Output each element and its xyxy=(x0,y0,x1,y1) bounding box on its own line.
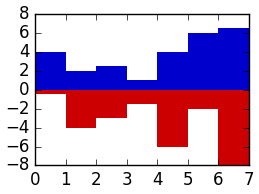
Bar xyxy=(188,33,218,90)
Bar xyxy=(218,28,249,90)
Bar xyxy=(127,90,157,104)
Bar xyxy=(66,71,96,90)
Bar xyxy=(127,80,157,90)
Bar xyxy=(66,90,96,128)
Bar xyxy=(157,52,188,90)
Bar xyxy=(188,90,218,109)
Bar xyxy=(96,66,127,90)
Bar xyxy=(157,90,188,146)
Bar xyxy=(35,90,66,94)
Bar xyxy=(96,90,127,118)
Bar xyxy=(35,52,66,90)
Bar xyxy=(218,90,249,165)
